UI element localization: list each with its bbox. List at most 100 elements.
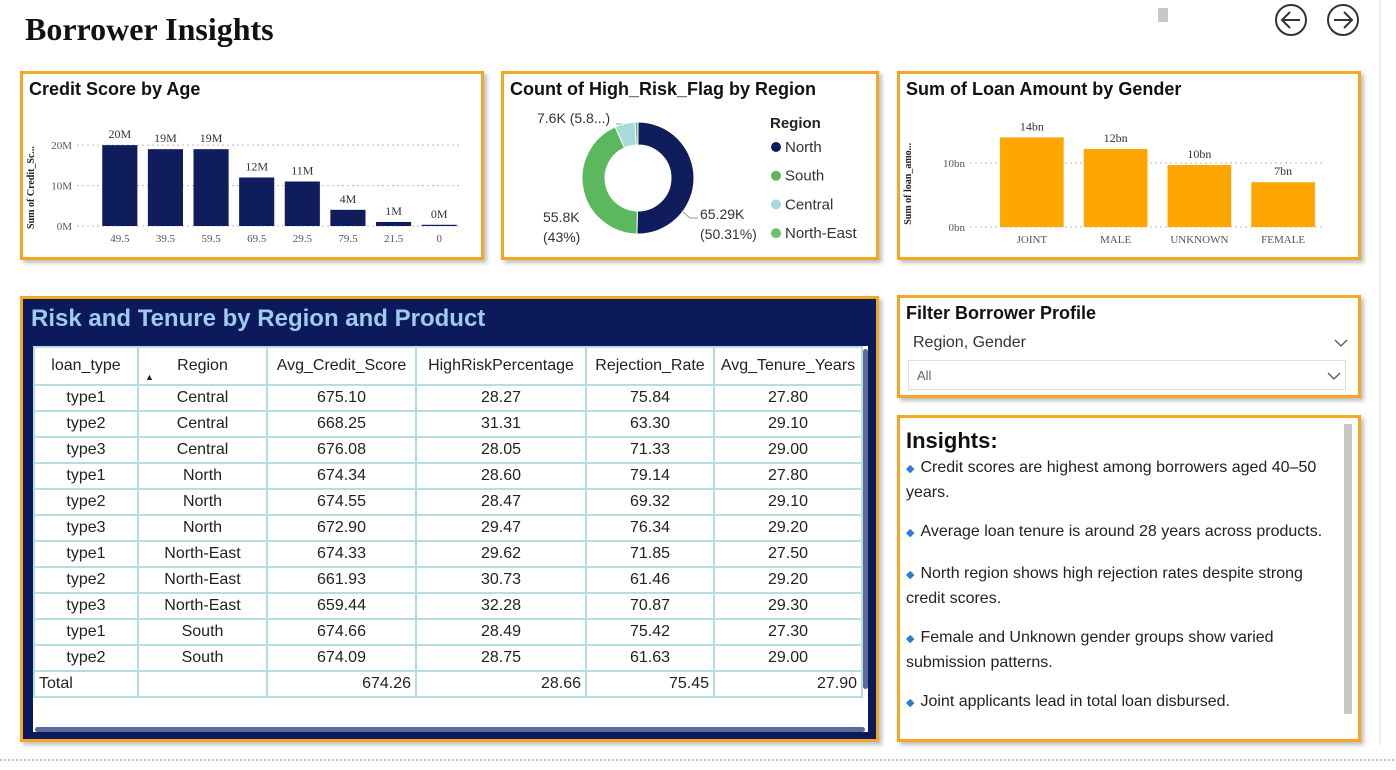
bar [102, 145, 138, 226]
slicer-title: Filter Borrower Profile [906, 303, 1097, 323]
table-row: type1 Central 675.10 28.27 75.84 27.80 [33, 384, 863, 412]
slicer-dropdown[interactable]: All [908, 360, 1346, 390]
table-cell: North [137, 514, 268, 542]
data-label: 12M [245, 159, 268, 173]
table-cell: 28.75 [415, 644, 587, 672]
table-cell: 79.14 [585, 462, 715, 490]
data-label: 4M [340, 192, 357, 206]
forward-arrow[interactable] [1334, 11, 1354, 29]
y-tick-label: 10M [51, 181, 72, 193]
table-cell: 29.00 [713, 644, 863, 672]
data-table: loan_type Region ▲ Avg_Credit_Score HighRisk… [33, 346, 863, 698]
data-label: 12bn [1104, 131, 1128, 145]
forward-circle[interactable] [1327, 4, 1359, 36]
table-cell: North-East [137, 592, 268, 620]
bullet: ◆ [906, 697, 915, 709]
toolbar-icon[interactable] [1158, 8, 1168, 22]
forward-button[interactable] [1327, 4, 1359, 36]
table-cell: South [137, 618, 268, 646]
total-cell: 75.45 [585, 670, 715, 698]
table-cell: 672.90 [266, 514, 417, 542]
legend-label: North [785, 139, 822, 156]
data-label: 1M [385, 204, 402, 218]
table-cell: North-East [137, 540, 268, 568]
x-tick-label: 39.5 [156, 233, 176, 245]
back-circle[interactable] [1275, 4, 1307, 36]
table-cell: 675.10 [266, 384, 417, 412]
table-cell: 674.55 [266, 488, 417, 516]
bar [1000, 137, 1064, 227]
x-tick-label: 29.5 [293, 233, 313, 245]
total-cell: 674.26 [266, 670, 417, 698]
table-cell: Central [137, 436, 268, 464]
table-cell: 29.47 [415, 514, 587, 542]
back-arrow[interactable] [1280, 11, 1300, 29]
column-header[interactable]: Avg_Tenure_Years [713, 346, 863, 386]
insights-panel: Insights: ◆ Credit scores are highest amo… [897, 415, 1361, 742]
table-cell: Central [137, 384, 268, 412]
legend-marker [771, 142, 781, 152]
back-button[interactable] [1275, 4, 1307, 36]
table-cell: 29.62 [415, 540, 587, 568]
legend-marker [771, 228, 781, 239]
table-cell: 29.10 [713, 410, 863, 438]
x-tick-label: 0 [436, 233, 442, 245]
slicer-field[interactable]: Region, Gender [913, 334, 1026, 351]
slicer-value[interactable]: All [917, 368, 932, 383]
legend-title: Region [770, 115, 821, 132]
y-tick-label: 20M [51, 140, 72, 152]
table-cell: 29.10 [713, 488, 863, 516]
credit-panel: Credit Score by Age [20, 71, 484, 260]
table-row: type2 North-East 661.93 30.73 61.46 29.20 [33, 566, 863, 594]
bar [239, 177, 275, 226]
chevron[interactable] [1334, 338, 1348, 348]
bar [375, 221, 412, 226]
table-cell: 28.47 [415, 488, 587, 516]
table-cell: 29.20 [713, 514, 863, 542]
bullet: ◆ [906, 527, 915, 539]
chevron[interactable] [1327, 371, 1341, 381]
bar [147, 149, 184, 226]
table-cell: type1 [33, 462, 139, 490]
table-row: type3 Central 676.08 28.05 71.33 29.00 [33, 436, 863, 464]
table-cell: 28.27 [415, 384, 587, 412]
table-cell: 29.20 [713, 566, 863, 594]
table-row: type1 South 674.66 28.49 75.42 27.30 [33, 618, 863, 646]
table-cell: 71.33 [585, 436, 715, 464]
bullet: ◆ [906, 633, 915, 645]
data-label: 7bn [1274, 164, 1292, 178]
table-cell: 30.73 [415, 566, 587, 594]
y-axis-label: Sum of Credit_Sc... [26, 146, 37, 229]
total-row: Total 674.26 28.66 75.45 27.90 [33, 670, 863, 698]
table-cell: type2 [33, 644, 139, 672]
table-cell: type1 [33, 384, 139, 412]
column-header[interactable]: Rejection_Rate [585, 346, 715, 386]
table-cell: South [137, 644, 268, 672]
h-scrollbar[interactable] [35, 727, 865, 732]
insights-title: Insights: [906, 428, 998, 453]
data-label: 19M [154, 131, 177, 145]
table-cell: 32.28 [415, 592, 587, 620]
x-tick-label: JOINT [1017, 234, 1048, 246]
table-cell: type3 [33, 514, 139, 542]
scrollbar[interactable] [1344, 424, 1352, 714]
legend-marker [771, 199, 781, 210]
table-cell: Central [137, 410, 268, 438]
column-header[interactable]: HighRiskPercentage [415, 346, 587, 386]
table-cell: 29.00 [713, 436, 863, 464]
table-cell: type1 [33, 618, 139, 646]
bar [284, 181, 320, 226]
total-cell: 27.90 [713, 670, 863, 698]
column-header[interactable]: loan_type [33, 346, 139, 386]
column-header[interactable]: Avg_Credit_Score [266, 346, 417, 386]
table-cell: 661.93 [266, 566, 417, 594]
v-scrollbar[interactable] [863, 349, 868, 689]
column-header[interactable]: Region ▲ [137, 346, 268, 386]
bar [330, 209, 366, 226]
table-row: type1 North-East 674.33 29.62 71.85 27.50 [33, 540, 863, 568]
x-tick-label: 69.5 [247, 233, 267, 245]
header-row: loan_type Region ▲ Avg_Credit_Score HighRisk… [33, 346, 863, 386]
table-cell: 75.42 [585, 618, 715, 646]
table-cell: type3 [33, 592, 139, 620]
